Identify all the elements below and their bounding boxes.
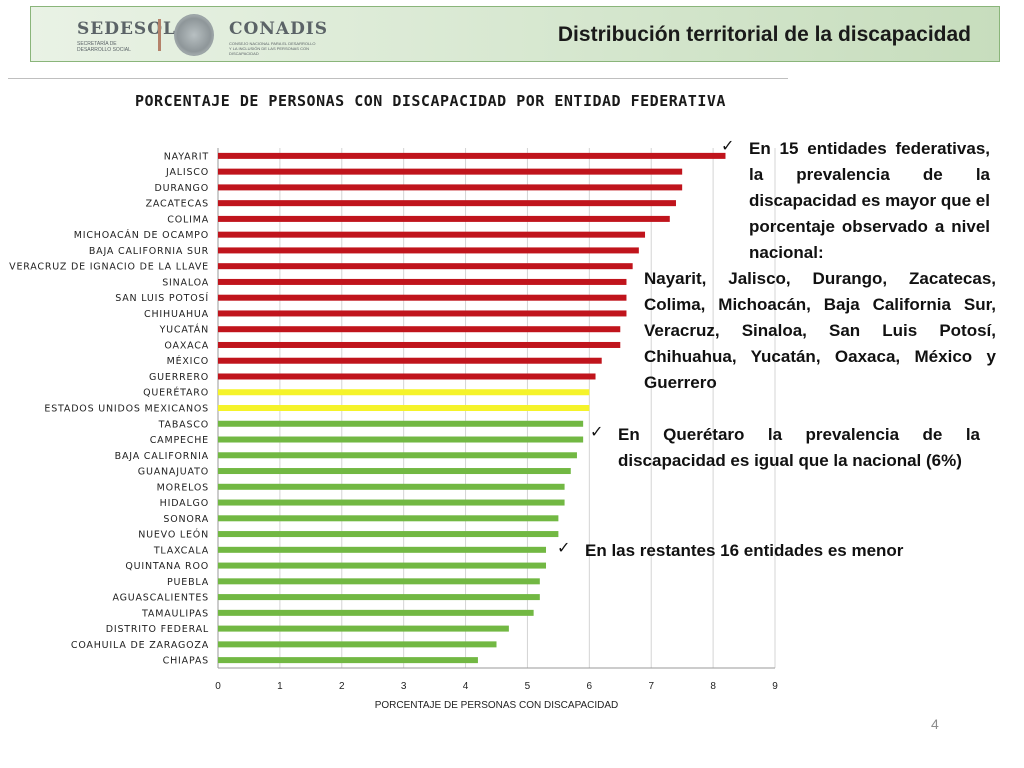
- bar: [218, 452, 577, 459]
- slide-title: Distribución territorial de la discapaci…: [557, 23, 971, 46]
- x-tick-label: 8: [710, 681, 716, 692]
- category-label: BAJA CALIFORNIA: [115, 451, 209, 462]
- sedesol-logo-name: SEDESOL: [77, 19, 176, 39]
- bar: [218, 531, 559, 538]
- bar: [218, 168, 683, 175]
- category-label: DISTRITO FEDERAL: [106, 624, 209, 635]
- bar: [218, 657, 478, 664]
- category-label: MÉXICO: [167, 355, 209, 367]
- category-label: COLIMA: [167, 214, 209, 225]
- bar: [218, 357, 602, 364]
- category-label: MORELOS: [157, 482, 209, 493]
- x-tick-label: 6: [587, 681, 593, 692]
- category-label: NAYARIT: [164, 151, 209, 162]
- bar: [218, 389, 590, 396]
- category-label: NUEVO LEÓN: [138, 529, 209, 541]
- bar: [218, 184, 683, 191]
- chart-title: PORCENTAJE DE PERSONAS CON DISCAPACIDAD …: [135, 92, 726, 110]
- category-label: BAJA CALIFORNIA SUR: [89, 246, 209, 257]
- bar: [218, 278, 627, 285]
- category-label: ZACATECAS: [146, 199, 209, 210]
- note-above-national-list: Nayarit, Jalisco, Durango, Zacatecas, Co…: [644, 269, 996, 392]
- checkmark-icon: ✓: [590, 422, 604, 441]
- sedesol-logo: SEDESOL SECRETARÍA DE DESARROLLO SOCIAL: [77, 19, 176, 53]
- bar: [218, 436, 584, 443]
- category-label: TAMAULIPAS: [141, 608, 209, 619]
- bar: [218, 483, 565, 490]
- note-equal-national: En Querétaro la prevalencia de la discap…: [618, 425, 980, 470]
- category-label: CAMPECHE: [150, 435, 209, 446]
- x-tick-label: 3: [401, 681, 407, 692]
- category-label: CHIAPAS: [163, 656, 209, 667]
- category-label: SAN LUIS POTOSÍ: [115, 292, 209, 304]
- category-label: GUANAJUATO: [138, 467, 209, 478]
- bar: [218, 609, 534, 616]
- category-label: AGUASCALIENTES: [112, 593, 209, 604]
- bar: [218, 310, 627, 317]
- bar: [218, 200, 676, 207]
- bar: [218, 263, 633, 270]
- bar: [218, 562, 547, 569]
- conadis-logo-subtitle: CONSEJO NACIONAL PARA EL DESARROLLO Y LA…: [229, 41, 316, 56]
- x-tick-label: 5: [525, 681, 531, 692]
- note-above-national-intro: En 15 entidades federativas, la prevalen…: [749, 139, 990, 262]
- logo-separator: [158, 19, 161, 51]
- category-label: TLAXCALA: [153, 545, 209, 556]
- x-tick-label: 0: [215, 681, 221, 692]
- x-tick-label: 7: [648, 681, 654, 692]
- x-tick-label: 1: [277, 681, 283, 692]
- category-label: CHIHUAHUA: [144, 309, 209, 320]
- category-label: QUERÉTARO: [143, 387, 209, 399]
- bar: [218, 405, 590, 411]
- x-tick-label: 4: [463, 681, 469, 692]
- divider-line: [8, 78, 788, 79]
- category-label: PUEBLA: [167, 577, 209, 588]
- x-tick-label: 2: [339, 681, 345, 692]
- x-axis-label: PORCENTAJE DE PERSONAS CON DISCAPACIDAD: [375, 700, 619, 711]
- bar: [218, 215, 670, 222]
- bar: [218, 468, 571, 475]
- bar: [218, 641, 497, 648]
- bar: [218, 625, 509, 632]
- bar: [218, 578, 540, 585]
- bar: [218, 420, 584, 427]
- bar: [218, 294, 627, 301]
- category-label: MICHOACÁN DE OCAMPO: [74, 229, 209, 241]
- national-seal-icon: [174, 14, 214, 56]
- page-number: 4: [931, 716, 939, 732]
- bar: [218, 515, 559, 522]
- x-tick-label: 9: [772, 681, 778, 692]
- category-label: GUERRERO: [149, 372, 209, 383]
- bar: [218, 152, 726, 159]
- category-label: SINALOA: [162, 277, 209, 288]
- sedesol-logo-subtitle: SECRETARÍA DE DESARROLLO SOCIAL: [77, 41, 131, 53]
- bar: [218, 373, 596, 380]
- conadis-logo-name: CONADIS: [229, 19, 329, 39]
- category-label: DURANGO: [154, 183, 209, 194]
- slide-header: SEDESOL SECRETARÍA DE DESARROLLO SOCIAL …: [30, 6, 1000, 62]
- category-label: VERACRUZ DE IGNACIO DE LA LLAVE: [9, 262, 209, 273]
- bar: [218, 594, 540, 601]
- category-label: YUCATÁN: [159, 324, 209, 336]
- category-label: QUINTANA ROO: [125, 561, 209, 572]
- category-label: TABASCO: [158, 419, 209, 430]
- note-below-national: En las restantes 16 entidades es menor: [585, 541, 904, 560]
- bar: [218, 546, 547, 553]
- conadis-logo: CONADIS CONSEJO NACIONAL PARA EL DESARRO…: [229, 19, 328, 56]
- bar: [218, 341, 621, 348]
- bar: [218, 247, 639, 254]
- checkmark-icon: ✓: [721, 136, 735, 155]
- bar: [218, 326, 621, 333]
- checkmark-icon: ✓: [557, 538, 571, 557]
- category-label: ESTADOS UNIDOS MEXICANOS: [44, 404, 209, 415]
- category-label: COAHUILA DE ZARAGOZA: [71, 640, 209, 651]
- category-label: JALISCO: [165, 167, 209, 178]
- category-label: OAXACA: [164, 340, 209, 351]
- category-label: HIDALGO: [160, 498, 209, 509]
- bar: [218, 231, 646, 238]
- bar: [218, 499, 565, 506]
- category-label: SONORA: [163, 514, 209, 525]
